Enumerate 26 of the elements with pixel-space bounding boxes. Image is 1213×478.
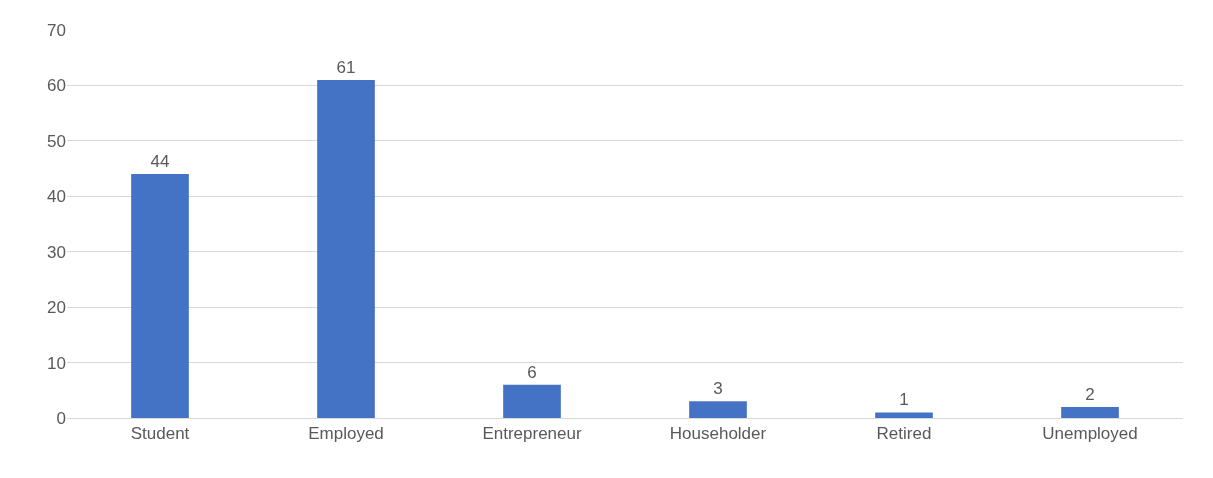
bar — [503, 384, 561, 418]
bar — [131, 174, 189, 418]
y-tick-label: 20 — [47, 298, 66, 318]
y-tick-label: 50 — [47, 131, 66, 151]
x-tick-label: Employed — [308, 424, 384, 444]
data-label: 2 — [1085, 384, 1095, 404]
y-tick-label: 10 — [47, 353, 66, 373]
y-tick-label: 0 — [56, 408, 66, 428]
x-tick-label: Student — [130, 424, 190, 444]
data-label: 6 — [527, 362, 537, 382]
y-tick-label: 40 — [47, 187, 66, 207]
y-tick-label: 30 — [47, 242, 66, 262]
data-label: 1 — [899, 390, 909, 410]
data-label: 44 — [150, 152, 170, 172]
bar — [317, 79, 375, 418]
y-tick-label: 70 — [47, 20, 66, 40]
x-tick-label: Householder — [669, 424, 767, 444]
bar — [1061, 406, 1119, 418]
y-tick-label: 60 — [47, 76, 66, 96]
data-label: 3 — [713, 379, 723, 399]
bar — [875, 412, 933, 418]
x-tick-label: Retired — [876, 424, 932, 444]
x-tick-label: Entrepreneur — [482, 424, 582, 444]
bar — [689, 401, 747, 418]
data-label: 61 — [336, 57, 356, 77]
x-tick-label: Unemployed — [1042, 424, 1138, 444]
